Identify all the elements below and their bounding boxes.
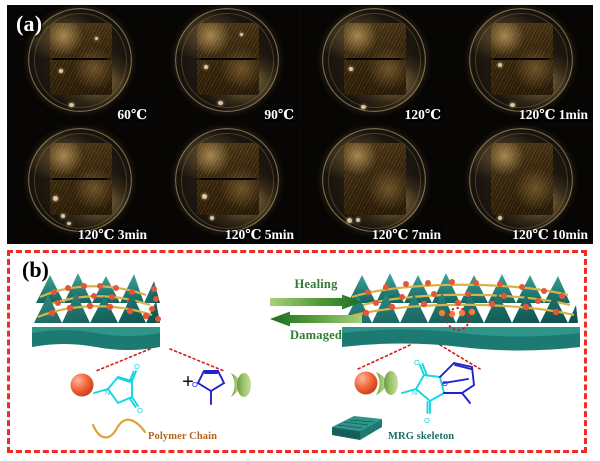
damaged-arrow-label: Damaged (289, 327, 343, 342)
graphene-sheet-mid (344, 293, 578, 323)
panel-b-label: (b) (22, 257, 49, 282)
atom-label-O: O (414, 358, 420, 367)
graphene-base-slab (342, 327, 580, 351)
mrg-skeleton-icon (332, 416, 382, 440)
photo-cell: 120℃ 7min (301, 125, 446, 244)
arrow-left-icon (268, 311, 364, 327)
highlight-speck (498, 215, 502, 220)
highlight-speck (53, 195, 58, 201)
furan-structure (196, 370, 226, 405)
atom-label-O: O (137, 406, 143, 415)
atom-label-O: O (192, 380, 198, 389)
highlight-speck (67, 221, 71, 225)
crack-line (46, 178, 113, 181)
photo-cell: (a) 60℃ (7, 5, 152, 124)
crosslink-beads-mid (362, 299, 560, 317)
crack-line (487, 57, 554, 60)
adduct-oxabicyclic-part (439, 361, 476, 404)
highlight-speck (210, 215, 214, 220)
graphene-base-slab (32, 327, 160, 350)
photo-caption: 120℃ (404, 106, 441, 122)
highlight-speck (59, 69, 63, 73)
mrg-stack-healed (342, 261, 580, 351)
polymer-end-sphere (354, 371, 378, 395)
highlight-speck (61, 213, 65, 218)
crack-line (340, 57, 407, 60)
photo-caption: 120℃ 10min (512, 227, 588, 242)
panel-a-label: (a) (16, 11, 43, 36)
legend-mrg-skeleton-label: MRG skeleton (388, 431, 455, 442)
photo-cell: 90℃ (154, 5, 299, 124)
composite-film-sample (343, 143, 406, 216)
highlight-speck (498, 63, 502, 67)
leader-to-maleimide (95, 348, 151, 372)
photo-cell: 120℃ 1min (448, 5, 593, 124)
plus-sign: + (182, 369, 194, 393)
reaction-arrow-block: Healing (268, 277, 364, 343)
atom-label-O: O (424, 416, 430, 425)
highlight-speck (510, 103, 515, 107)
maleimide-structure (93, 370, 139, 408)
crack-line (193, 57, 260, 60)
panel-b-schematic: (b) (7, 250, 587, 453)
highlight-speck (95, 37, 98, 40)
leader-to-furan (169, 348, 225, 372)
healing-arrow-label: Healing (294, 277, 338, 291)
photo-cell: 120℃ 10min (448, 125, 593, 244)
callout-leader-lines (95, 344, 481, 372)
polymer-end-sphere (70, 373, 94, 397)
legend-polymer-chain-label: Polymer Chain (148, 431, 218, 442)
highlight-speck (69, 103, 74, 107)
healed-junction-beads (438, 308, 476, 318)
photo-caption: 90℃ (264, 106, 294, 122)
photo-cell: 120℃ 3min (7, 125, 152, 244)
maleimide-furan-svg: O O N O (70, 362, 251, 415)
photo-caption: 60℃ (117, 106, 147, 122)
atom-label-N: N (105, 390, 110, 397)
photo-cell: 120℃ (301, 5, 446, 124)
mrg-damaged-svg (32, 273, 161, 350)
mrg-healed-svg (342, 273, 580, 351)
crack-line (193, 178, 260, 181)
highlight-speck (240, 33, 243, 36)
highlight-speck (356, 217, 360, 222)
atom-label-O: O (134, 362, 140, 371)
highlight-speck (349, 67, 353, 71)
crack-line (46, 57, 113, 60)
highlight-speck (204, 65, 208, 69)
atom-label-O: O (442, 379, 448, 388)
reactants-group: O O N O (68, 359, 268, 428)
adduct-imide-part (401, 363, 446, 414)
product-group: O O N O (350, 353, 520, 432)
polymer-chain-icon (91, 418, 147, 439)
highlight-speck (202, 193, 207, 199)
mrg-stack-damaged (32, 261, 270, 350)
photo-caption: 120℃ 5min (224, 227, 294, 242)
photo-caption: 120℃ 7min (371, 227, 441, 242)
photo-cell: 120℃ 5min (154, 125, 299, 244)
highlight-speck (347, 217, 352, 223)
mrg-end-cone-cap (237, 373, 251, 397)
photo-caption: 120℃ 3min (77, 227, 147, 242)
leader-to-adduct-right (439, 344, 481, 370)
photo-caption: 120℃ 1min (518, 106, 588, 122)
highlight-speck (218, 101, 223, 105)
broken-interface-beads (149, 286, 161, 322)
mrg-end-cone (376, 372, 387, 395)
leader-to-adduct-left (357, 344, 411, 370)
highlight-speck (361, 105, 366, 109)
crosslink-beads-mid (48, 302, 150, 320)
graphene-sheet-mid (34, 293, 160, 323)
da-adduct-svg: O O N O (354, 358, 476, 425)
mrg-end-cone-cap (384, 371, 398, 395)
healed-bond-marker (446, 307, 470, 331)
atom-label-N: N (412, 390, 417, 397)
panel-a-photo-grid: (a) 60℃ 90℃ 120℃ (7, 5, 593, 244)
composite-film-sample (490, 143, 553, 216)
arrow-right-icon (268, 294, 364, 310)
